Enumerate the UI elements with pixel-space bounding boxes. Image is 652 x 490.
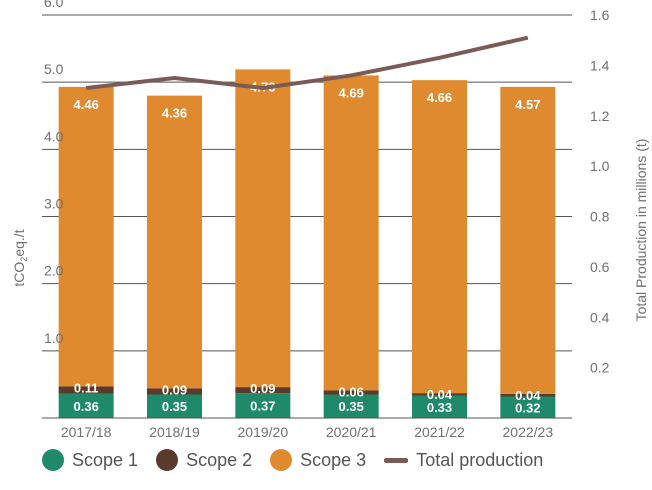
bar-scope3-1 xyxy=(147,95,202,389)
data-label-scope1-2: 0.37 xyxy=(250,399,275,414)
data-label-scope2-5: 0.04 xyxy=(515,388,541,403)
gridlines xyxy=(42,14,572,352)
y-right-tick-label: 1.0 xyxy=(590,158,610,174)
scope2-swatch-icon xyxy=(156,449,179,471)
chart: 0.360.114.460.350.094.360.370.094.730.35… xyxy=(11,0,649,440)
legend-item-total: Total production xyxy=(384,450,543,471)
legend: Scope 1 Scope 2 Scope 3 Total production xyxy=(0,440,652,480)
data-label-scope3-1: 4.36 xyxy=(162,106,187,121)
bar-scope1-5 xyxy=(500,396,556,418)
x-tick-label-0: 2017/18 xyxy=(61,424,112,440)
data-label-scope1-4: 0.33 xyxy=(427,400,452,415)
bars xyxy=(58,69,556,418)
x-tick-label-1: 2018/19 xyxy=(149,424,200,440)
y-left-tick-label: 5.0 xyxy=(44,61,64,77)
bar-scope1-1 xyxy=(147,394,202,418)
data-label-scope3-5: 4.57 xyxy=(515,97,540,112)
data-label-scope1-5: 0.32 xyxy=(515,400,540,415)
data-label-scope2-3: 0.06 xyxy=(339,384,364,399)
y-right-tick-label: 0.4 xyxy=(590,309,610,325)
data-label-scope2-4: 0.04 xyxy=(427,387,453,402)
legend-label-scope2: Scope 2 xyxy=(186,449,253,470)
legend-label-total: Total production xyxy=(416,449,544,470)
total-production-line xyxy=(85,35,529,91)
y-left-tick-label: 3.0 xyxy=(44,196,64,212)
x-tick-label-4: 2021/22 xyxy=(414,424,465,440)
y-axis-left-title-subscript: 2 xyxy=(19,257,29,262)
y-left-tick-label: 2.0 xyxy=(44,263,64,279)
data-label-scope1-1: 0.35 xyxy=(162,399,187,414)
data-label-scope1-0: 0.36 xyxy=(74,399,99,414)
legend-label-scope3: Scope 3 xyxy=(300,449,367,470)
bar-scope3-4 xyxy=(412,80,467,394)
bar-scope2-3 xyxy=(323,390,379,395)
scope1-swatch-icon xyxy=(42,449,64,471)
legend-item-scope1: Scope 1 xyxy=(42,449,138,471)
data-label-scope2-0: 0.11 xyxy=(74,380,99,395)
y-right-tick-label: 1.6 xyxy=(590,7,610,23)
data-label-scope2-2: 0.09 xyxy=(250,381,275,396)
legend-item-scope2: Scope 2 xyxy=(156,449,252,471)
bar-scope1-0 xyxy=(58,393,114,418)
axes: 2017/18 2018/19 2019/20 2020/21 2021/22 2022/… xyxy=(42,0,610,440)
x-tick-label-3: 2020/21 xyxy=(326,424,377,440)
y-left-tick-label: 6.0 xyxy=(44,0,64,10)
bar-scope2-0 xyxy=(58,386,114,394)
bar-scope3-5 xyxy=(500,86,556,394)
legend-label-scope1: Scope 1 xyxy=(72,449,139,470)
scope3-swatch-icon xyxy=(270,449,293,471)
y-axis-right-title: Total Production in millions (t) xyxy=(633,139,649,322)
y-left-tick-label: 4.0 xyxy=(44,128,64,144)
bar-labels: 0.360.114.460.350.094.360.370.094.730.35… xyxy=(74,79,542,415)
bar-scope2-4 xyxy=(412,393,467,396)
y-axis-left-title: tCO2eq./t xyxy=(11,229,29,286)
data-label-scope3-0: 4.46 xyxy=(74,97,99,112)
bar-scope3-3 xyxy=(323,75,379,391)
bar-scope3-2 xyxy=(235,69,291,388)
data-label-scope2-1: 0.09 xyxy=(162,382,187,397)
y-right-tick-label: 0.2 xyxy=(590,360,610,376)
bar-scope2-5 xyxy=(500,393,556,397)
data-label-scope3-3: 4.69 xyxy=(339,85,364,100)
y-right-tick-label: 1.4 xyxy=(590,57,610,73)
line-swatch-icon xyxy=(384,457,409,463)
legend-item-scope3: Scope 3 xyxy=(270,449,366,471)
y-right-tick-label: 0.6 xyxy=(590,259,610,275)
bar-scope2-1 xyxy=(147,388,202,395)
bar-scope1-3 xyxy=(323,394,379,418)
x-tick-label-2: 2019/20 xyxy=(238,424,289,440)
y-axis-left-title-main: tCO xyxy=(11,262,27,287)
total-production-line-group xyxy=(85,35,529,91)
bar-scope3-0 xyxy=(58,86,114,387)
bar-scope2-2 xyxy=(235,387,291,394)
y-left-tick-label: 1.0 xyxy=(44,330,64,346)
y-axis-left-title-tail: eq./t xyxy=(11,229,27,256)
bar-scope1-2 xyxy=(235,393,291,418)
y-right-tick-label: 0.8 xyxy=(590,209,610,225)
y-right-tick-label: 1.2 xyxy=(590,108,610,124)
bar-scope1-4 xyxy=(412,395,467,418)
data-label-scope3-4: 4.66 xyxy=(427,90,452,105)
data-label-scope1-3: 0.35 xyxy=(339,399,364,414)
x-tick-label-5: 2022/23 xyxy=(503,424,554,440)
